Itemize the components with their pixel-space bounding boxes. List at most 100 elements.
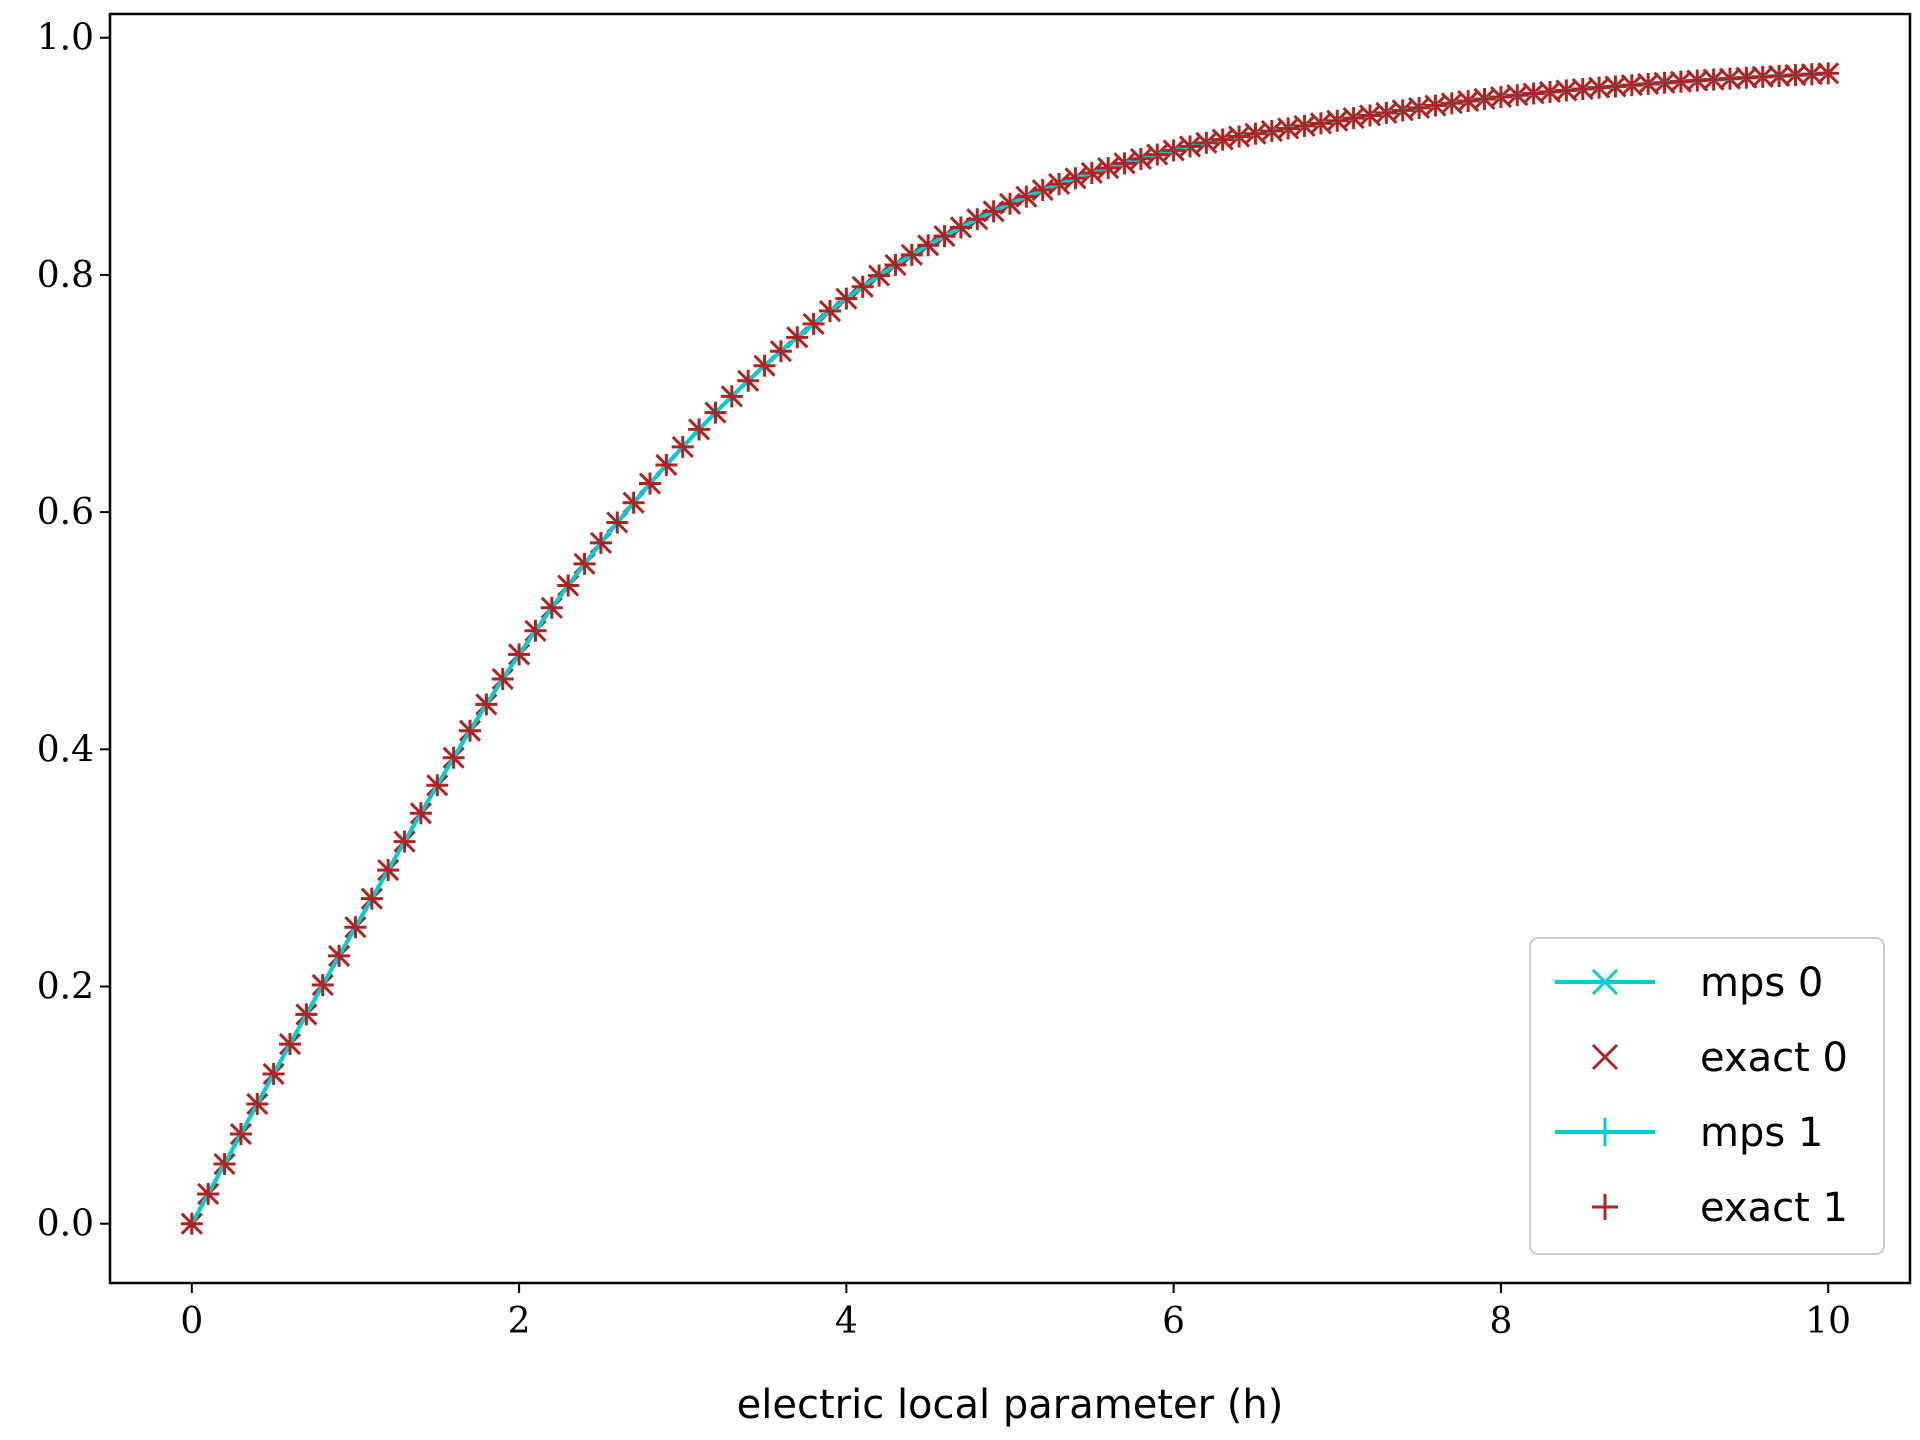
data-point bbox=[1293, 114, 1316, 137]
data-point bbox=[442, 746, 465, 769]
data-point bbox=[884, 253, 907, 276]
data-point bbox=[1015, 185, 1038, 208]
data-point bbox=[1342, 107, 1365, 130]
data-point bbox=[1489, 86, 1512, 109]
data-point bbox=[1244, 122, 1267, 145]
plot-area: 0 2 4 6 8 10 0.0 0.2 0.4 0.6 0.8 1.0 bbox=[37, 12, 1912, 1342]
data-point bbox=[933, 225, 956, 248]
data-point bbox=[949, 216, 972, 239]
data-point bbox=[753, 354, 776, 377]
series-exact-1 bbox=[180, 62, 1840, 1235]
legend-label: mps 1 bbox=[1700, 1110, 1823, 1156]
data-point bbox=[573, 552, 596, 575]
data-point bbox=[737, 369, 760, 392]
data-point bbox=[1146, 143, 1169, 166]
series-layer bbox=[180, 62, 1840, 1235]
data-point bbox=[802, 312, 825, 335]
legend-label: exact 1 bbox=[1700, 1185, 1848, 1231]
axis-ticks: 0 2 4 6 8 10 0.0 0.2 0.4 0.6 0.8 1.0 bbox=[37, 18, 1851, 1342]
data-point bbox=[606, 511, 629, 534]
data-point bbox=[409, 802, 432, 825]
data-point bbox=[1817, 62, 1840, 85]
data-point bbox=[966, 208, 989, 231]
data-point bbox=[688, 418, 711, 441]
data-point bbox=[999, 192, 1021, 215]
data-point bbox=[1391, 99, 1414, 122]
data-point bbox=[1408, 96, 1431, 119]
legend-entry: mps 0 bbox=[1555, 960, 1823, 1006]
data-point bbox=[1277, 117, 1300, 140]
data-point bbox=[524, 619, 547, 642]
data-point bbox=[851, 275, 874, 298]
data-point bbox=[328, 944, 351, 967]
data-point bbox=[982, 200, 1005, 223]
data-point bbox=[917, 234, 940, 257]
y-tick-label: 0.6 bbox=[37, 492, 94, 533]
data-point bbox=[393, 830, 416, 853]
data-point bbox=[1031, 179, 1054, 202]
data-point bbox=[1260, 120, 1283, 143]
data-point bbox=[622, 491, 645, 514]
legend-box bbox=[1529, 937, 1885, 1255]
legend-entry: mps 1 bbox=[1555, 1110, 1823, 1156]
data-point bbox=[262, 1062, 285, 1085]
data-point bbox=[819, 300, 841, 323]
data-point bbox=[639, 472, 661, 495]
data-point bbox=[475, 693, 498, 716]
data-point bbox=[360, 887, 383, 910]
data-point bbox=[1359, 104, 1381, 127]
data-point bbox=[704, 401, 727, 424]
data-point bbox=[344, 916, 367, 939]
data-point bbox=[1162, 139, 1185, 162]
legend-marker bbox=[1591, 1043, 1619, 1071]
data-point bbox=[459, 719, 481, 742]
legend-marker bbox=[1591, 968, 1619, 996]
x-tick-label: 2 bbox=[508, 1301, 531, 1342]
data-point bbox=[1129, 147, 1152, 170]
legend-marker bbox=[1592, 1194, 1618, 1220]
plot-frame bbox=[108, 12, 1912, 1285]
x-tick-label: 6 bbox=[1162, 1301, 1185, 1342]
y-tick-label: 0.0 bbox=[37, 1204, 94, 1245]
data-point bbox=[1326, 109, 1349, 132]
legend-label: mps 0 bbox=[1700, 960, 1823, 1006]
data-point bbox=[720, 385, 743, 408]
data-point bbox=[1522, 82, 1545, 105]
x-tick-label: 8 bbox=[1489, 1301, 1512, 1342]
data-point bbox=[1424, 94, 1447, 117]
data-point bbox=[1064, 167, 1087, 190]
data-point bbox=[900, 243, 923, 266]
data-point bbox=[1457, 90, 1480, 113]
data-point bbox=[589, 531, 612, 554]
y-tick-label: 0.8 bbox=[37, 255, 94, 296]
x-tick-label: 0 bbox=[180, 1301, 203, 1342]
data-point bbox=[1211, 128, 1234, 151]
y-tick-label: 1.0 bbox=[37, 18, 94, 59]
data-point bbox=[557, 574, 580, 597]
data-point bbox=[180, 1212, 203, 1235]
data-point bbox=[769, 340, 792, 363]
data-point bbox=[1195, 131, 1218, 154]
data-point bbox=[1309, 112, 1332, 135]
data-point bbox=[835, 287, 858, 310]
data-point bbox=[197, 1182, 220, 1205]
data-point bbox=[279, 1033, 301, 1056]
data-point bbox=[1506, 84, 1529, 107]
data-point bbox=[1048, 172, 1071, 195]
data-point bbox=[426, 774, 449, 797]
data-point bbox=[868, 264, 891, 287]
y-tick-label: 0.2 bbox=[37, 967, 94, 1008]
data-point bbox=[295, 1003, 318, 1026]
y-tick-label: 0.4 bbox=[37, 729, 94, 770]
legend: mps 0 exact 0 mps 1 exact 1 bbox=[1529, 937, 1885, 1255]
data-point bbox=[1473, 87, 1496, 110]
data-point bbox=[655, 453, 678, 476]
data-point bbox=[491, 667, 514, 690]
data-point bbox=[213, 1153, 236, 1176]
data-point bbox=[671, 435, 694, 458]
data-point bbox=[1179, 135, 1201, 158]
data-point bbox=[508, 643, 531, 666]
x-tick-label: 4 bbox=[835, 1301, 858, 1342]
data-point bbox=[246, 1092, 269, 1115]
